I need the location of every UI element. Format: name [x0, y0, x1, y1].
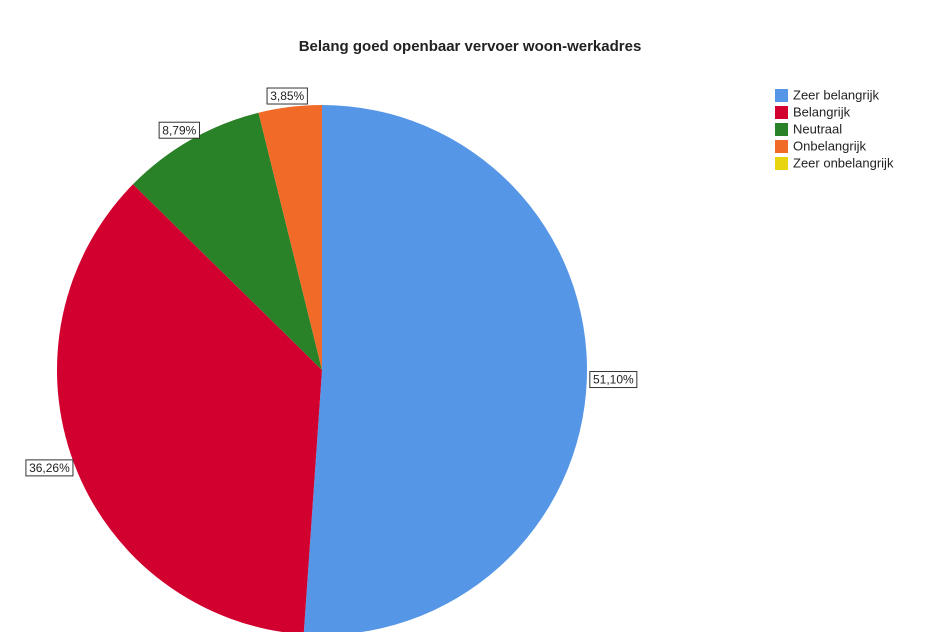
data-label-text: 8,79% — [162, 123, 196, 137]
legend-swatch — [775, 89, 788, 102]
data-label: 36,26% — [25, 459, 74, 477]
data-label: 8,79% — [158, 121, 200, 139]
data-label-text: 3,85% — [270, 89, 304, 103]
legend-swatch — [775, 157, 788, 170]
pie-slice — [57, 184, 322, 632]
pie-slice — [258, 105, 322, 370]
legend-label: Neutraal — [793, 121, 842, 136]
legend-label: Onbelangrijk — [793, 138, 866, 153]
legend-label: Belangrijk — [793, 104, 851, 119]
chart-title: Belang goed openbaar vervoer woon-werkad… — [299, 38, 642, 55]
data-label-text: 51,10% — [593, 373, 634, 387]
data-label: 3,85% — [266, 87, 308, 105]
legend-label: Zeer onbelangrijk — [793, 155, 894, 170]
data-label-box — [266, 87, 308, 105]
data-label-box — [25, 459, 74, 477]
data-label-box — [158, 121, 200, 139]
legend-label: Zeer belangrijk — [793, 87, 879, 102]
legend-swatch — [775, 140, 788, 153]
data-label-text: 36,26% — [29, 461, 70, 475]
legend-swatch — [775, 123, 788, 136]
pie-slice — [303, 105, 587, 632]
data-label: 51,10% — [589, 371, 638, 389]
legend-swatch — [775, 106, 788, 119]
pie-slice — [132, 112, 322, 370]
data-label-box — [589, 371, 638, 389]
